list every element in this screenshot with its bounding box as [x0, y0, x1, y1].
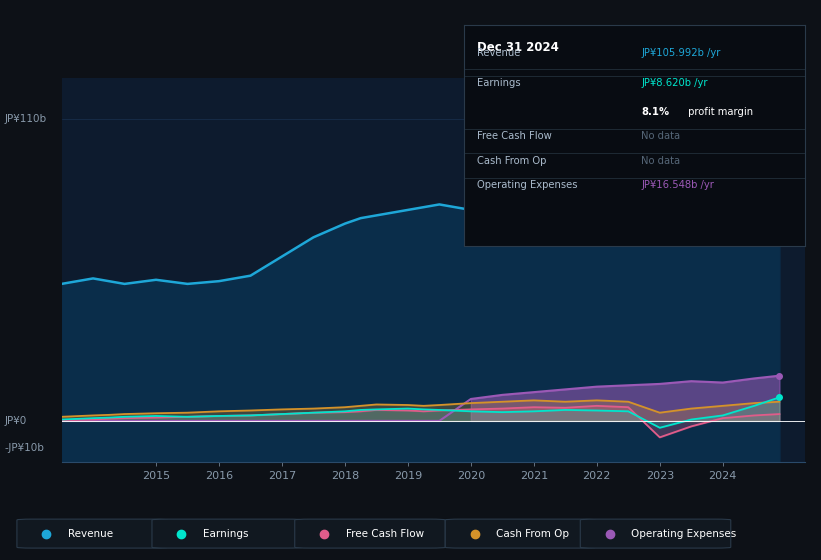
Text: Operating Expenses: Operating Expenses: [631, 529, 736, 539]
Text: Revenue: Revenue: [68, 529, 113, 539]
Text: Dec 31 2024: Dec 31 2024: [478, 41, 559, 54]
Text: JP¥8.620b /yr: JP¥8.620b /yr: [641, 78, 708, 88]
FancyBboxPatch shape: [17, 519, 167, 548]
Text: JP¥16.548b /yr: JP¥16.548b /yr: [641, 180, 714, 190]
FancyBboxPatch shape: [152, 519, 302, 548]
Text: JP¥0: JP¥0: [4, 416, 26, 426]
Text: Free Cash Flow: Free Cash Flow: [346, 529, 424, 539]
Text: -JP¥10b: -JP¥10b: [4, 444, 44, 453]
Text: Operating Expenses: Operating Expenses: [478, 180, 578, 190]
Text: Cash From Op: Cash From Op: [478, 156, 547, 166]
Text: JP¥105.992b /yr: JP¥105.992b /yr: [641, 48, 720, 58]
Text: Free Cash Flow: Free Cash Flow: [478, 132, 553, 141]
FancyBboxPatch shape: [295, 519, 445, 548]
Text: 8.1%: 8.1%: [641, 107, 669, 117]
Text: profit margin: profit margin: [686, 107, 754, 117]
Text: Earnings: Earnings: [203, 529, 249, 539]
Text: No data: No data: [641, 132, 680, 141]
Text: JP¥110b: JP¥110b: [4, 114, 46, 124]
Text: Earnings: Earnings: [478, 78, 521, 88]
Text: No data: No data: [641, 156, 680, 166]
FancyBboxPatch shape: [580, 519, 731, 548]
Text: Cash From Op: Cash From Op: [496, 529, 569, 539]
Text: Revenue: Revenue: [478, 48, 521, 58]
FancyBboxPatch shape: [445, 519, 596, 548]
